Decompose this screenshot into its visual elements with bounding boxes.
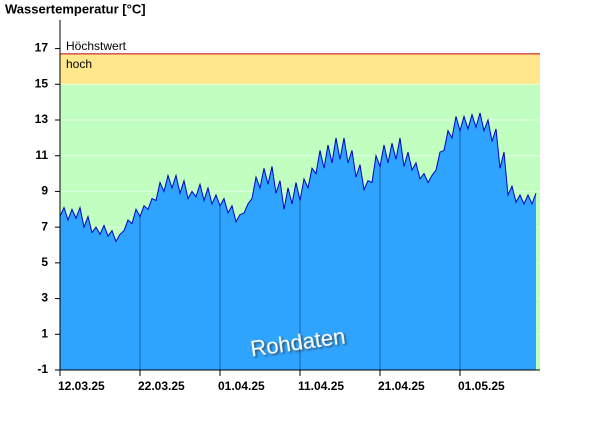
x-tick-label: 11.04.25	[298, 379, 344, 393]
y-tick-label: 9	[41, 184, 48, 198]
y-tick-label: 13	[35, 112, 49, 126]
x-tick-label: 12.03.25	[58, 379, 105, 393]
y-tick-label: 7	[41, 219, 48, 233]
x-tick-label: 21.04.25	[378, 379, 425, 393]
x-tick-label: 01.05.25	[458, 379, 505, 393]
area	[60, 112, 536, 371]
band-label: hoch	[66, 57, 92, 71]
threshold-label: Höchstwert	[66, 39, 127, 53]
y-tick-label: 15	[35, 76, 49, 90]
x-tick-label: 22.03.25	[138, 379, 185, 393]
chart-title: Wassertemperatur [°C]	[5, 1, 146, 16]
x-tick-label: 01.04.25	[218, 379, 265, 393]
y-tick-label: 5	[41, 255, 48, 269]
y-tick-label: 1	[41, 326, 48, 340]
y-tick-label: 3	[41, 291, 48, 305]
y-tick-label: 11	[35, 148, 48, 162]
line	[59, 112, 537, 243]
y-tick-label: -1	[37, 362, 48, 376]
band	[60, 53, 540, 85]
y-tick-label: 17	[35, 41, 49, 55]
